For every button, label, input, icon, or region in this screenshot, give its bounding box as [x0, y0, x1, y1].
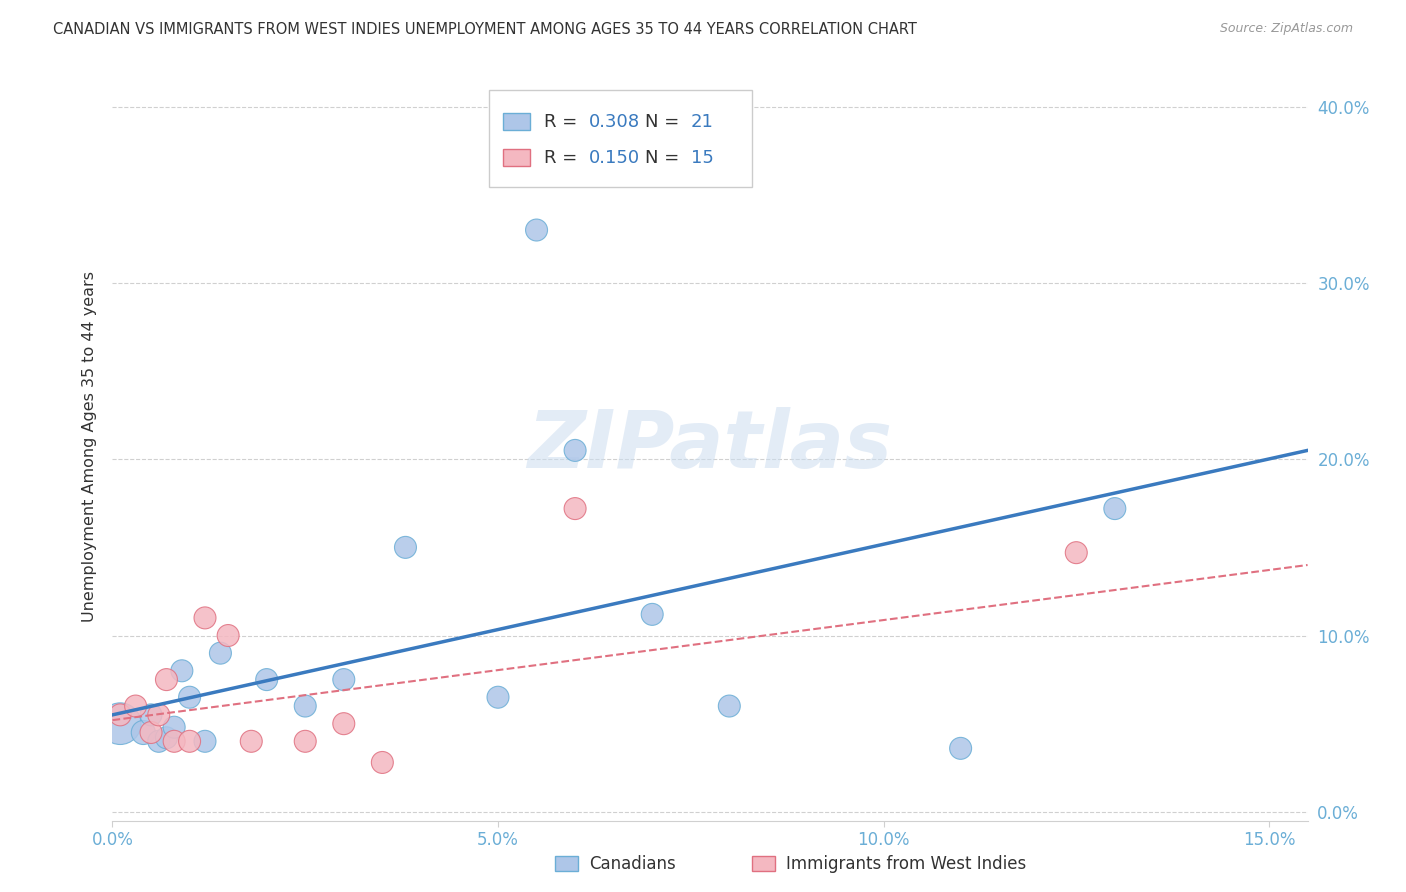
Point [564, 501, 586, 516]
Point [217, 628, 239, 642]
Text: N =: N = [645, 149, 686, 167]
Text: 15: 15 [690, 149, 714, 167]
Point [371, 756, 394, 770]
Point [170, 664, 193, 678]
FancyBboxPatch shape [503, 113, 530, 130]
Text: 0.308: 0.308 [589, 112, 641, 130]
FancyBboxPatch shape [489, 90, 752, 187]
Point [194, 611, 217, 625]
Text: CANADIAN VS IMMIGRANTS FROM WEST INDIES UNEMPLOYMENT AMONG AGES 35 TO 44 YEARS C: CANADIAN VS IMMIGRANTS FROM WEST INDIES … [53, 22, 917, 37]
Point [526, 223, 548, 237]
Point [155, 731, 177, 745]
Point [155, 673, 177, 687]
Point [949, 741, 972, 756]
Point [108, 716, 131, 731]
Point [1104, 501, 1126, 516]
FancyBboxPatch shape [503, 149, 530, 166]
Point [194, 734, 217, 748]
Text: R =: R = [544, 149, 583, 167]
Text: ZIPatlas: ZIPatlas [527, 407, 893, 485]
Point [333, 673, 356, 687]
Point [209, 646, 232, 660]
Text: 21: 21 [690, 112, 714, 130]
Text: 0.150: 0.150 [589, 149, 641, 167]
Point [179, 734, 201, 748]
Point [240, 734, 263, 748]
Y-axis label: Unemployment Among Ages 35 to 44 years: Unemployment Among Ages 35 to 44 years [82, 270, 97, 622]
Point [294, 699, 316, 714]
Point [564, 443, 586, 458]
Point [148, 734, 170, 748]
Text: Immigrants from West Indies: Immigrants from West Indies [786, 855, 1026, 873]
Text: N =: N = [645, 112, 686, 130]
Point [148, 707, 170, 722]
Point [179, 690, 201, 705]
Point [718, 699, 741, 714]
Point [139, 707, 162, 722]
Point [108, 707, 131, 722]
Point [124, 699, 146, 714]
Text: Source: ZipAtlas.com: Source: ZipAtlas.com [1219, 22, 1353, 36]
Text: Canadians: Canadians [589, 855, 676, 873]
Text: R =: R = [544, 112, 583, 130]
Point [256, 673, 278, 687]
Point [394, 541, 416, 555]
Point [641, 607, 664, 622]
Point [139, 725, 162, 739]
Point [132, 725, 155, 739]
Point [163, 720, 186, 734]
Point [486, 690, 509, 705]
Point [333, 716, 356, 731]
Point [1064, 546, 1087, 560]
Point [294, 734, 316, 748]
Point [163, 734, 186, 748]
